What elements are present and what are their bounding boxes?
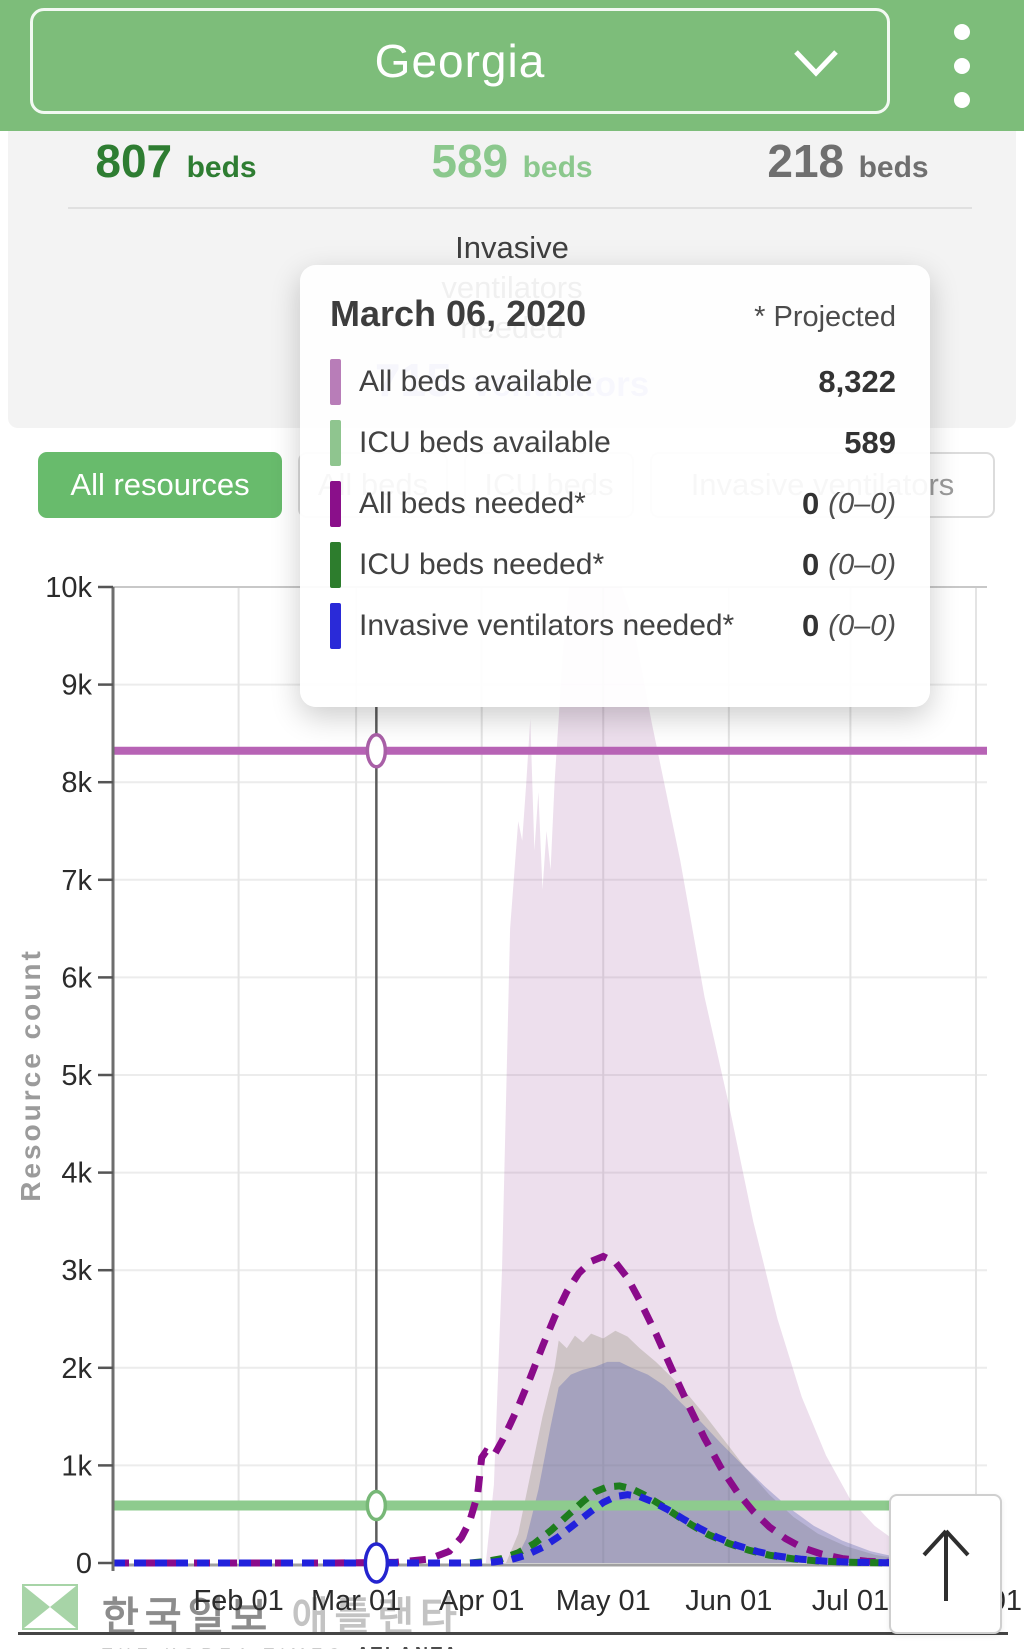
- legend-chip-icu-beds-needed: [330, 542, 341, 588]
- stat-unit: beds: [858, 151, 929, 184]
- overflow-menu-button[interactable]: [938, 24, 986, 108]
- legend-chip-ventilators-needed: [330, 603, 341, 649]
- y-tick-label: 2k: [61, 1353, 92, 1385]
- x-tick-label: Jun 01: [685, 1585, 772, 1617]
- region-selector-label: Georgia: [374, 35, 546, 87]
- logo-korean-sub: 애틀랜타: [291, 1595, 463, 1639]
- stats-row: 807 beds 589 beds 218 beds: [8, 134, 1016, 188]
- tab-all-resources[interactable]: All resources: [38, 452, 282, 518]
- logo-korean-main: 한국일보: [102, 1595, 274, 1639]
- tooltip-row-icu-beds-needed: ICU beds needed* 0 (0–0): [330, 542, 896, 588]
- tooltip-row-all-beds-needed: All beds needed* 0 (0–0): [330, 481, 896, 527]
- stat-icu-beds: 589 beds: [344, 134, 680, 188]
- tooltip-row-label: ICU beds available: [359, 426, 611, 459]
- korea-times-text: 한국일보 애틀랜타 THE KOREA TIMES ATLANTA: [102, 1584, 463, 1649]
- y-tick-label: 5k: [61, 1060, 92, 1092]
- x-tick-label: Jul 01: [812, 1585, 889, 1617]
- marker-point: [365, 733, 388, 769]
- tooltip-row-value: 0: [802, 486, 820, 521]
- legend-chip-all-beds-available: [330, 359, 341, 405]
- stat-value: 589: [431, 135, 509, 187]
- kebab-dot: [954, 24, 970, 40]
- arrow-up-icon: [922, 1529, 969, 1601]
- tooltip-row-label: All beds available: [359, 365, 593, 398]
- stat-label-line: Invasive: [455, 230, 569, 265]
- tooltip-row-ventilators-needed: Invasive ventilators needed* 0 (0–0): [330, 603, 896, 649]
- y-tick-label: 0: [76, 1548, 92, 1580]
- korea-times-logo: 한국일보 애틀랜타 THE KOREA TIMES ATLANTA: [22, 1584, 463, 1649]
- logo-english-bold: ATLANTA: [356, 1644, 459, 1649]
- line-icu-beds-needed: [113, 1482, 976, 1567]
- footer-rule: [18, 1632, 1008, 1635]
- region-selector[interactable]: Georgia: [30, 8, 890, 114]
- tooltip-row-value: 589: [844, 425, 896, 460]
- stat-unit: beds: [522, 151, 593, 184]
- tooltip-row-range: (0–0): [828, 609, 896, 642]
- scroll-to-top-button[interactable]: [889, 1494, 1002, 1634]
- y-axis-title: Resource count: [15, 948, 46, 1202]
- tooltip-row-range: (0–0): [828, 548, 896, 581]
- y-tick-label: 4k: [61, 1158, 92, 1190]
- y-tick-label: 7k: [61, 865, 92, 897]
- tooltip-row-label: ICU beds needed*: [359, 548, 605, 581]
- kebab-dot: [954, 58, 970, 74]
- chevron-down-icon: [794, 50, 838, 77]
- logo-english-line: THE KOREA TIMES ATLANTA: [102, 1644, 463, 1649]
- tooltip-row-value: 0: [802, 547, 820, 582]
- y-tick-label: 6k: [61, 962, 92, 994]
- y-tick-label: 9k: [61, 670, 92, 702]
- tooltip-date: March 06, 2020: [330, 293, 587, 334]
- stat-value: 218: [767, 135, 845, 187]
- tooltip-row-range: (0–0): [828, 487, 896, 520]
- tooltip-row-value: 8,322: [818, 364, 896, 399]
- tooltip-header: March 06, 2020 * Projected: [330, 293, 896, 335]
- korea-times-logo-icon: [22, 1584, 78, 1630]
- tooltip-row-icu-beds-available: ICU beds available 589: [330, 420, 896, 466]
- y-tick-label: 1k: [61, 1450, 92, 1482]
- legend-chip-all-beds-needed: [330, 481, 341, 527]
- stat-unit: beds: [186, 151, 257, 184]
- x-tick-label: May 01: [556, 1585, 651, 1617]
- tooltip-row-label: Invasive ventilators needed*: [359, 609, 735, 642]
- y-tick-label: 10k: [45, 572, 92, 604]
- stat-ventilators: 218 beds: [680, 134, 1016, 188]
- y-tick-label: 3k: [61, 1255, 92, 1287]
- stat-all-beds: 807 beds: [8, 134, 344, 188]
- y-tick-label: 8k: [61, 767, 92, 799]
- legend-chip-icu-beds-available: [330, 420, 341, 466]
- tooltip-row-value: 0: [802, 608, 820, 643]
- kebab-dot: [954, 92, 970, 108]
- app-header: Georgia: [0, 0, 1024, 131]
- chart-tooltip: March 06, 2020 * Projected All beds avai…: [300, 265, 930, 707]
- marker-point: [363, 1542, 390, 1584]
- line-invasive-ventilators-needed: [113, 1491, 976, 1567]
- tooltip-row-label: All beds needed*: [359, 487, 586, 520]
- marker-point: [365, 1489, 388, 1522]
- logo-english-main: THE KOREA TIMES: [102, 1645, 356, 1649]
- line-all-beds-needed: [113, 1252, 976, 1567]
- stat-value: 807: [95, 135, 173, 187]
- divider: [68, 207, 972, 209]
- tooltip-row-all-beds-available: All beds available 8,322: [330, 359, 896, 405]
- tooltip-projected-note: * Projected: [754, 301, 896, 333]
